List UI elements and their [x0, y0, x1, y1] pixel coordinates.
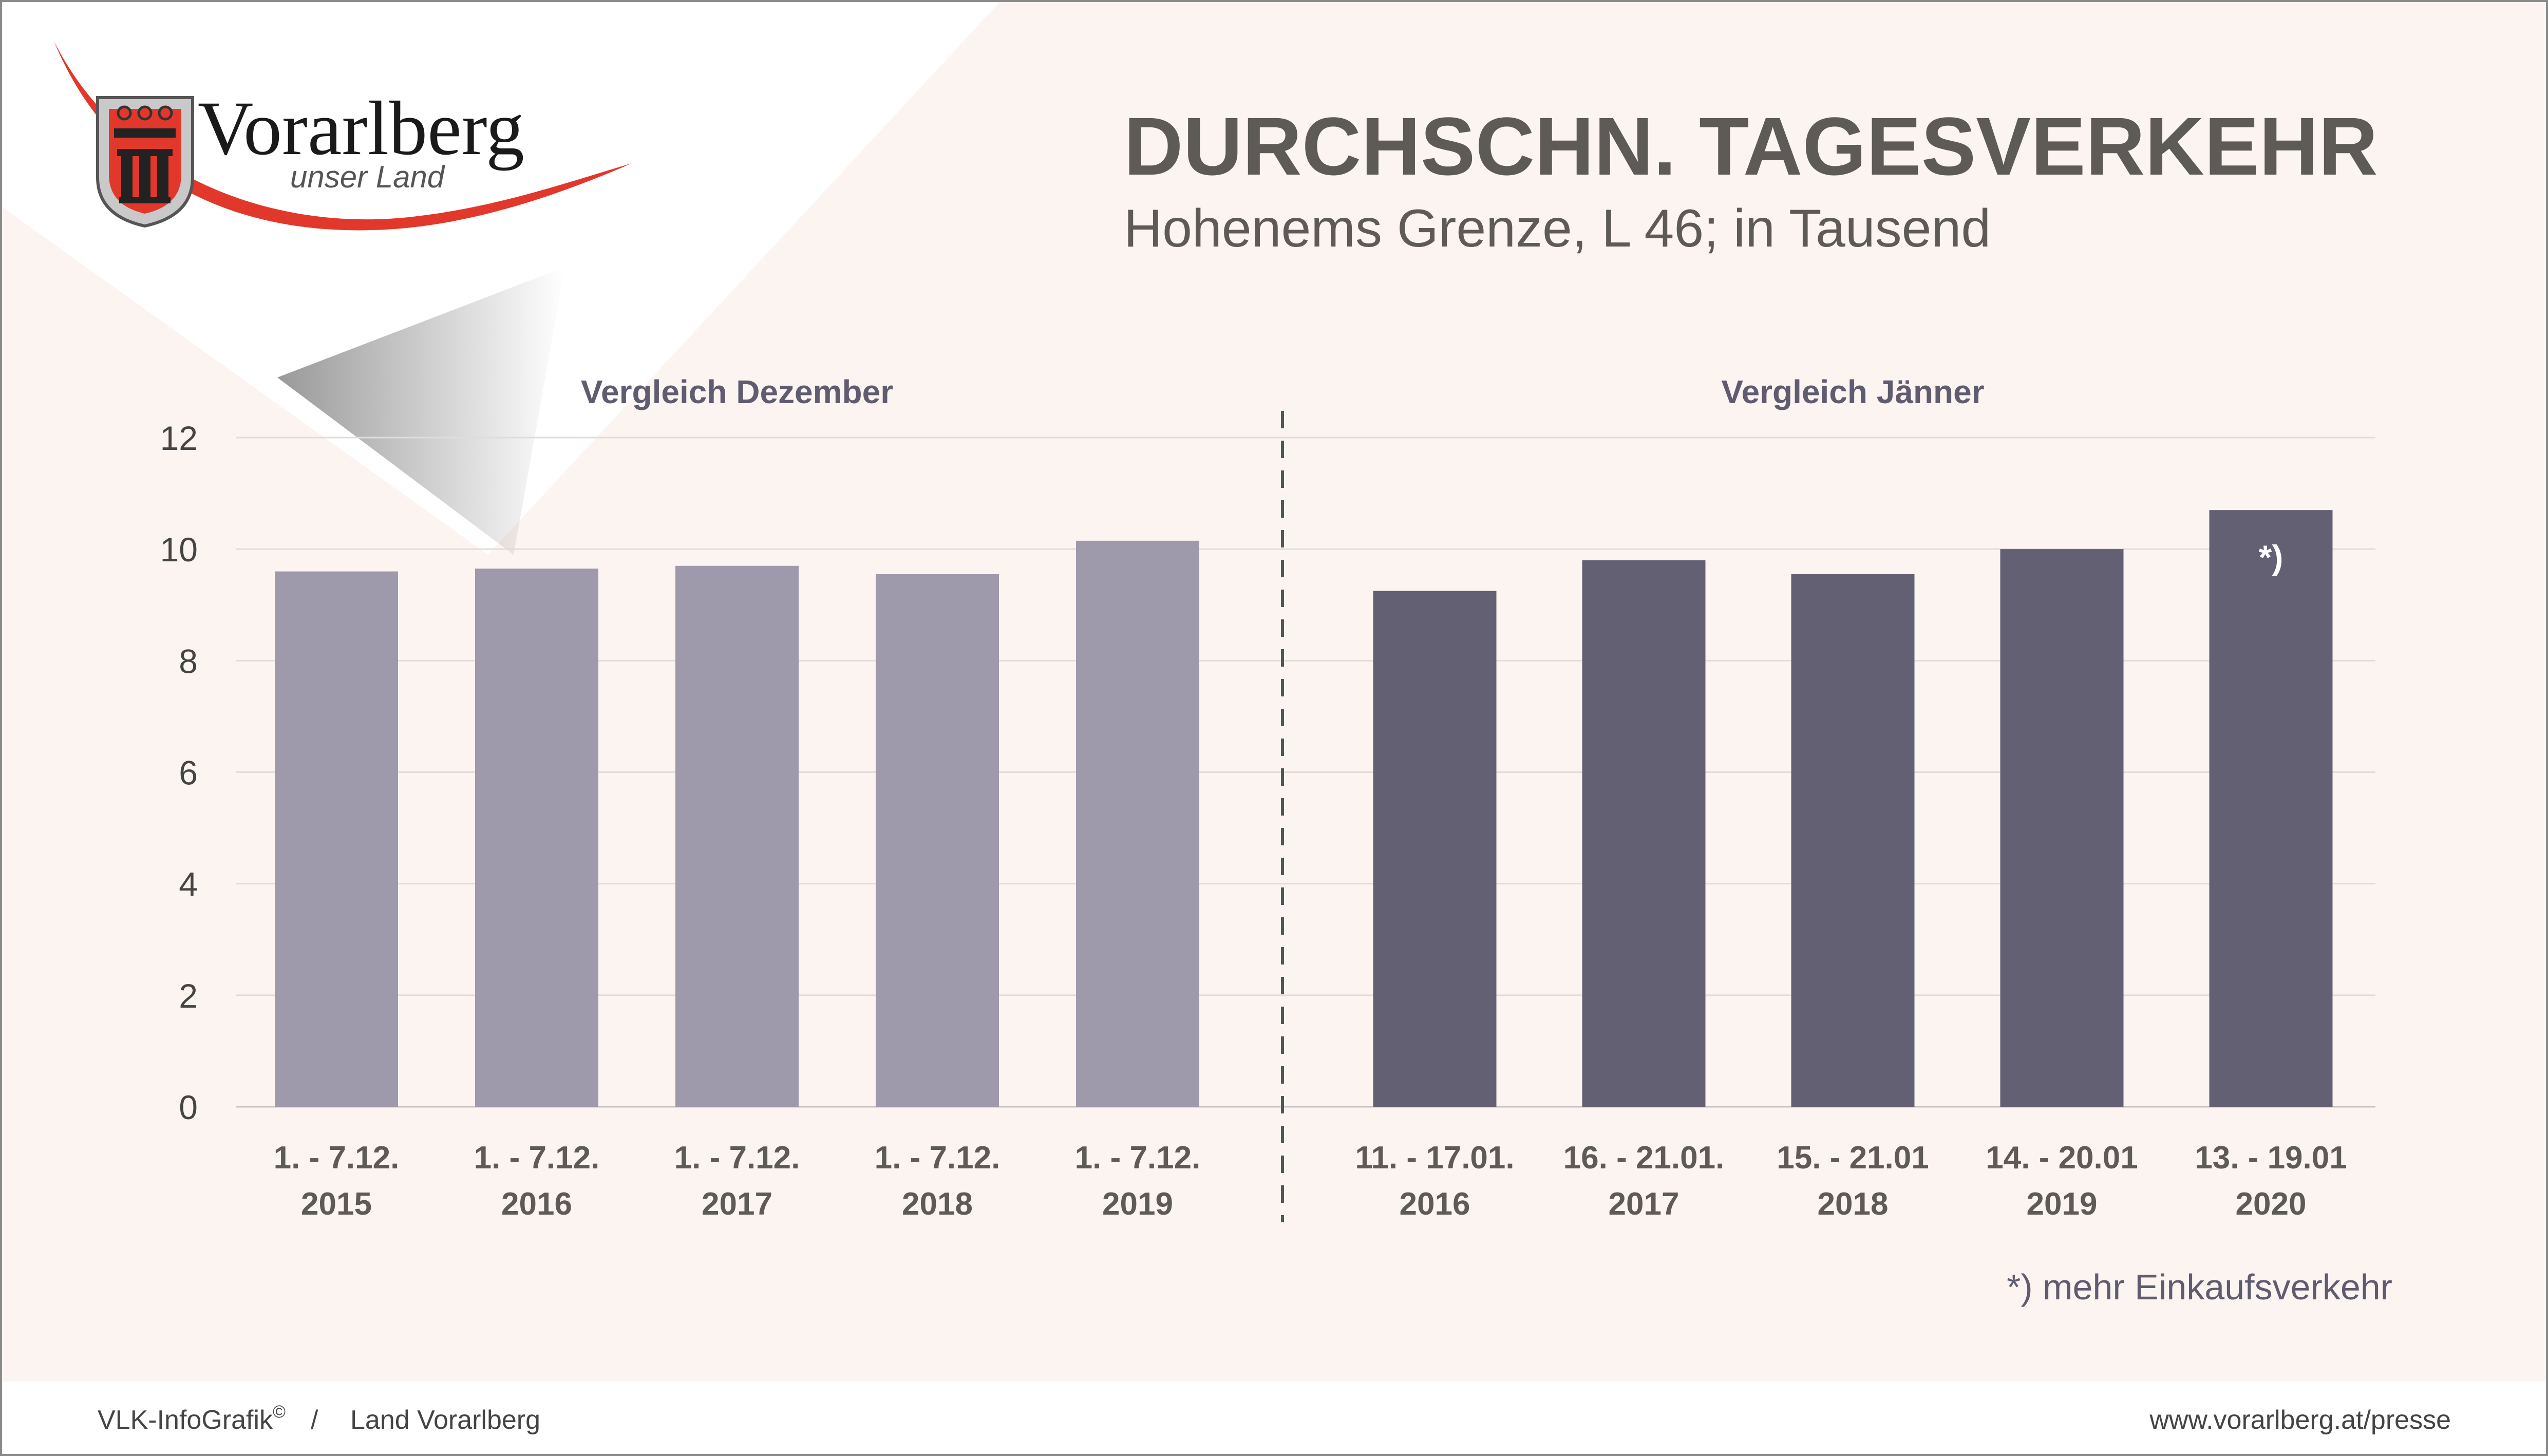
bar-annotation: *): [2259, 538, 2283, 576]
bar: [2209, 510, 2333, 1107]
x-axis-labels: 1. - 7.12. 2015 1. - 7.12. 2016 1. - 7.12. 20…: [274, 1140, 2347, 1222]
corner-fold: [0, 0, 1002, 555]
footer-credit: VLK-InfoGrafik©: [98, 1402, 286, 1435]
y-tick-label: 2: [179, 977, 198, 1015]
coat-of-arms-icon: [96, 96, 194, 228]
x-tick-label: 1. - 7.12.: [274, 1140, 400, 1176]
x-tick-label: 2016: [1400, 1186, 1470, 1222]
x-tick-label: 13. - 19.01: [2195, 1140, 2347, 1176]
bars: *): [275, 510, 2333, 1107]
x-tick-label: 2019: [2027, 1186, 2098, 1222]
x-tick-label: 1. - 7.12.: [674, 1140, 800, 1176]
bar: [275, 571, 398, 1107]
bar: [876, 574, 999, 1107]
page-subtitle: Hohenems Grenze, L 46; in Tausend: [1124, 199, 1991, 258]
bar: [1791, 574, 1915, 1107]
footer-credit-right: Land Vorarlberg: [350, 1405, 540, 1435]
x-tick-label: 2017: [702, 1186, 772, 1222]
footer-separator: /: [311, 1405, 318, 1435]
x-tick-label: 14. - 20.01: [1986, 1140, 2138, 1176]
y-axis-ticks: 0 2 4 6 8 10 12: [160, 419, 198, 1126]
x-tick-label: 1. - 7.12.: [1075, 1140, 1201, 1176]
x-tick-label: 16. - 21.01.: [1563, 1140, 1725, 1176]
x-tick-label: 15. - 21.01: [1777, 1140, 1929, 1176]
bar: [1373, 591, 1497, 1107]
bar: [1582, 560, 1706, 1107]
x-tick-label: 2017: [1609, 1186, 1679, 1222]
y-tick-label: 10: [160, 531, 198, 569]
page-title: DURCHSCHN. TAGESVERKEHR: [1124, 100, 2378, 192]
y-tick-label: 0: [179, 1088, 198, 1126]
logo-tagline: unser Land: [290, 160, 445, 194]
group-label: Vergleich Dezember: [581, 373, 893, 410]
footer-credit-left: VLK-InfoGrafik: [98, 1405, 273, 1435]
y-tick-label: 6: [179, 754, 198, 792]
group-label: Vergleich Jänner: [1721, 373, 1984, 410]
bar: [675, 565, 799, 1107]
bar: [475, 569, 598, 1107]
logo-swoosh: [54, 41, 632, 231]
footer-url[interactable]: www.vorarlberg.at/presse: [2149, 1405, 2451, 1435]
vorarlberg-logo: Vorarlberg unser Land: [54, 41, 632, 231]
logo-wordmark: Vorarlberg: [198, 86, 524, 171]
x-tick-label: 2015: [301, 1186, 372, 1222]
y-tick-label: 8: [179, 642, 198, 680]
y-tick-label: 4: [179, 865, 198, 903]
x-tick-label: 1. - 7.12.: [875, 1140, 1001, 1176]
bar: [1076, 540, 1199, 1107]
group-labels: Vergleich Dezember Vergleich Jänner: [581, 373, 1985, 410]
x-tick-label: 2018: [902, 1186, 973, 1222]
x-tick-label: 2016: [501, 1186, 572, 1222]
footer-credit-sup: ©: [273, 1402, 286, 1422]
x-tick-label: 1. - 7.12.: [474, 1140, 600, 1176]
corner-shadow: [277, 267, 565, 555]
footer-band: [0, 1382, 2548, 1456]
y-tick-label: 12: [160, 419, 198, 457]
x-tick-label: 11. - 17.01.: [1355, 1140, 1514, 1176]
x-tick-label: 2018: [1818, 1186, 1889, 1222]
footnote: *) mehr Einkaufsverkehr: [2007, 1267, 2392, 1307]
x-tick-label: 2019: [1102, 1186, 1173, 1222]
x-tick-label: 2020: [2236, 1186, 2307, 1222]
bar: [2000, 549, 2124, 1107]
